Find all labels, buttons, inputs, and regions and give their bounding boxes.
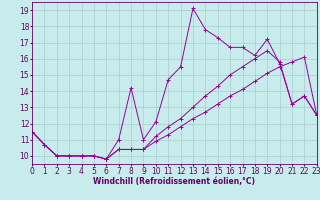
X-axis label: Windchill (Refroidissement éolien,°C): Windchill (Refroidissement éolien,°C) xyxy=(93,177,255,186)
